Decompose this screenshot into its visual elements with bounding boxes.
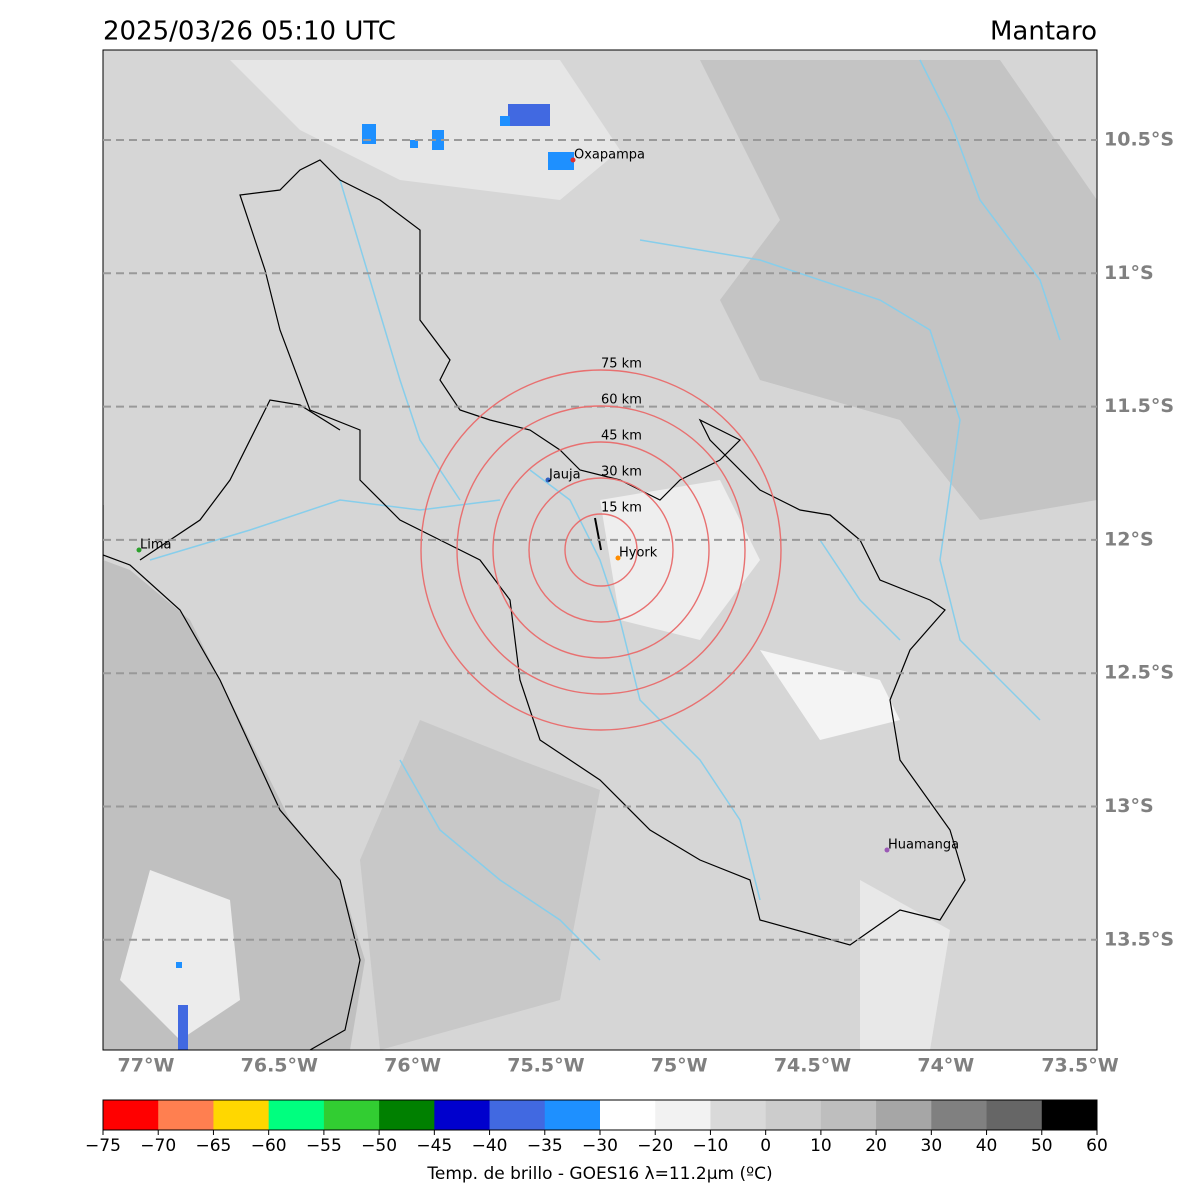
colorbar-segment (213, 1100, 270, 1130)
colorbar-segment (158, 1100, 214, 1130)
colorbar-tick-label: −10 (692, 1136, 728, 1156)
colorbar-segment (710, 1100, 767, 1130)
city-label: Lima (140, 538, 171, 553)
colorbar-segment (434, 1100, 491, 1130)
latitude-label: 11.5°S (1104, 395, 1174, 417)
colorbar-tick-label: 60 (1086, 1136, 1108, 1156)
colorbar-label: Temp. de brillo - GOES16 λ=11.2μm (ºC) (426, 1164, 772, 1184)
latitude-label: 12°S (1104, 528, 1154, 550)
ring-label: 30 km (601, 465, 642, 480)
colorbar-segment (931, 1100, 988, 1130)
distance-ring (456, 405, 746, 695)
longitude-label: 76.5°W (241, 1055, 318, 1077)
distance-ring (564, 513, 638, 587)
colorbar-tick-label: −20 (637, 1136, 673, 1156)
distance-ring (528, 477, 674, 623)
city-label: Oxapampa (574, 148, 645, 163)
colorbar-segment (103, 1100, 159, 1130)
longitude-label: 75°W (651, 1055, 708, 1077)
overlays: 10.5°S 11°S 11.5°S 12°S 12.5°S 13°S 13.5°S 77°W… (85, 129, 1174, 1185)
colorbar-segment (820, 1100, 877, 1130)
colorbar-tick-label: −45 (416, 1136, 452, 1156)
ring-label: 75 km (601, 357, 642, 372)
colorbar-segment (489, 1100, 546, 1130)
latitude-label: 11°S (1104, 262, 1154, 284)
distance-ring (492, 441, 710, 659)
map-frame (102, 49, 1098, 1051)
colorbar-segment (323, 1100, 380, 1130)
city-marker (545, 477, 551, 483)
colorbar-tick-label: −65 (195, 1136, 231, 1156)
city-marker (570, 157, 576, 163)
city-marker (136, 547, 142, 553)
colorbar-tick-label: −50 (361, 1136, 397, 1156)
city-label: Huamanga (888, 838, 959, 853)
longitude-label: 76°W (384, 1055, 441, 1077)
latitude-label: 13°S (1104, 795, 1154, 817)
colorbar-segment (765, 1100, 822, 1130)
ring-label: 60 km (601, 393, 642, 408)
colorbar-segment (655, 1100, 711, 1130)
colorbar-tick-label: −30 (582, 1136, 618, 1156)
colorbar-segment (379, 1100, 435, 1130)
title: 2025/03/26 05:10 UTC (103, 17, 396, 47)
latitude-label: 13.5°S (1104, 928, 1174, 950)
longitude-label: 77°W (118, 1055, 175, 1077)
colorbar-tick-label: 0 (760, 1136, 771, 1156)
colorbar-tick-label: 30 (921, 1136, 943, 1156)
city-label: Hyork (619, 546, 658, 561)
colorbar-tick-label: −55 (306, 1136, 342, 1156)
colorbar-segment (544, 1100, 601, 1130)
longitude-label: 74.5°W (774, 1055, 851, 1077)
longitude-label: 73.5°W (1041, 1055, 1118, 1077)
city-label: Jauja (548, 468, 581, 483)
colorbar-segment (600, 1100, 656, 1130)
colorbar-tick-label: −40 (472, 1136, 508, 1156)
colorbar-tick-label: 50 (1031, 1136, 1053, 1156)
distance-ring (420, 369, 782, 731)
colorbar-tick-label: 10 (810, 1136, 832, 1156)
colorbar-segment (986, 1100, 1043, 1130)
colorbar-tick-label: −35 (527, 1136, 563, 1156)
latitude-label: 12.5°S (1104, 662, 1174, 684)
region-title: Mantaro (990, 17, 1097, 47)
city-marker (884, 847, 890, 853)
colorbar-tick-label: 40 (976, 1136, 998, 1156)
colorbar-tick-label: 20 (865, 1136, 887, 1156)
colorbar-segment (268, 1100, 325, 1130)
latitude-label: 10.5°S (1104, 129, 1174, 151)
colorbar-tick-label: −70 (140, 1136, 176, 1156)
ring-label: 45 km (601, 429, 642, 444)
satellite-image (103, 50, 1097, 1050)
colorbar-tick-label: −60 (251, 1136, 287, 1156)
ring-label: 15 km (601, 501, 642, 516)
colorbar-segment (876, 1100, 932, 1130)
longitude-label: 75.5°W (507, 1055, 584, 1077)
city-marker (615, 555, 621, 561)
colorbar-tick-label: −75 (85, 1136, 121, 1156)
colorbar-segment (1041, 1100, 1098, 1130)
longitude-label: 74°W (917, 1055, 974, 1077)
